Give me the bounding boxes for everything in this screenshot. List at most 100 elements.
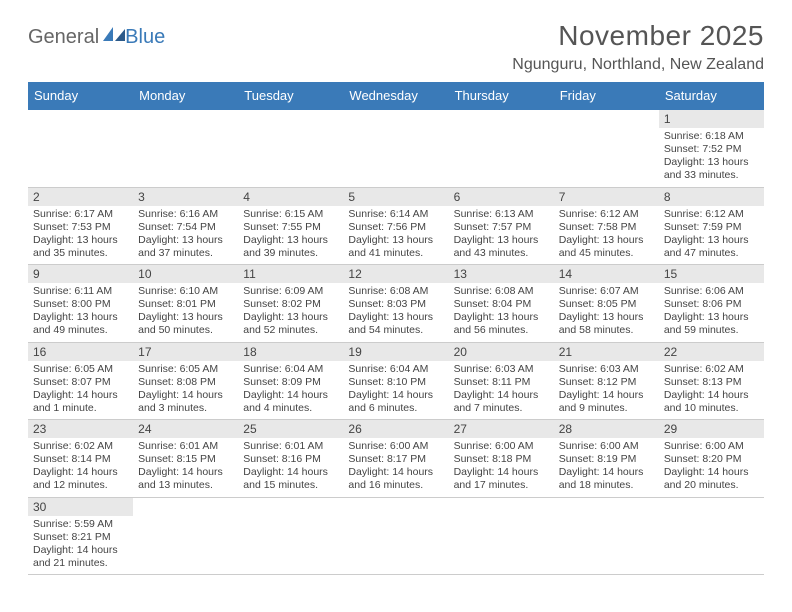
week-row: 23Sunrise: 6:02 AMSunset: 8:14 PMDayligh… bbox=[28, 420, 764, 498]
day-cell: 21Sunrise: 6:03 AMSunset: 8:12 PMDayligh… bbox=[554, 342, 659, 420]
day-header: Sunday bbox=[28, 82, 133, 110]
daylight-text: Daylight: 14 hours and 12 minutes. bbox=[33, 466, 128, 492]
sunset-text: Sunset: 8:16 PM bbox=[243, 453, 338, 466]
sunrise-text: Sunrise: 6:00 AM bbox=[664, 440, 759, 453]
daylight-text: Daylight: 13 hours and 52 minutes. bbox=[243, 311, 338, 337]
daylight-text: Daylight: 14 hours and 4 minutes. bbox=[243, 389, 338, 415]
day-info: Sunrise: 6:05 AMSunset: 8:08 PMDaylight:… bbox=[133, 361, 238, 420]
daylight-text: Daylight: 14 hours and 6 minutes. bbox=[348, 389, 443, 415]
sunset-text: Sunset: 8:13 PM bbox=[664, 376, 759, 389]
day-info: Sunrise: 6:05 AMSunset: 8:07 PMDaylight:… bbox=[28, 361, 133, 420]
day-cell: 24Sunrise: 6:01 AMSunset: 8:15 PMDayligh… bbox=[133, 420, 238, 498]
day-cell: 10Sunrise: 6:10 AMSunset: 8:01 PMDayligh… bbox=[133, 265, 238, 343]
sunset-text: Sunset: 8:00 PM bbox=[33, 298, 128, 311]
day-header-row: Sunday Monday Tuesday Wednesday Thursday… bbox=[28, 82, 764, 110]
day-number: 25 bbox=[238, 420, 343, 438]
day-number: 4 bbox=[238, 188, 343, 206]
day-cell: 27Sunrise: 6:00 AMSunset: 8:18 PMDayligh… bbox=[449, 420, 554, 498]
day-cell bbox=[449, 497, 554, 575]
calendar-table: Sunday Monday Tuesday Wednesday Thursday… bbox=[28, 82, 764, 575]
sunset-text: Sunset: 7:59 PM bbox=[664, 221, 759, 234]
day-info: Sunrise: 6:04 AMSunset: 8:09 PMDaylight:… bbox=[238, 361, 343, 420]
sunset-text: Sunset: 8:21 PM bbox=[33, 531, 128, 544]
daylight-text: Daylight: 14 hours and 1 minute. bbox=[33, 389, 128, 415]
day-number: 9 bbox=[28, 265, 133, 283]
day-cell: 12Sunrise: 6:08 AMSunset: 8:03 PMDayligh… bbox=[343, 265, 448, 343]
day-number: 2 bbox=[28, 188, 133, 206]
day-number: 26 bbox=[343, 420, 448, 438]
day-number: 22 bbox=[659, 343, 764, 361]
sunset-text: Sunset: 8:18 PM bbox=[454, 453, 549, 466]
day-info: Sunrise: 6:13 AMSunset: 7:57 PMDaylight:… bbox=[449, 206, 554, 265]
sail-icon bbox=[103, 27, 125, 41]
header: General Blue November 2025 Ngunguru, Nor… bbox=[28, 20, 764, 74]
sunrise-text: Sunrise: 5:59 AM bbox=[33, 518, 128, 531]
title-block: November 2025 Ngunguru, Northland, New Z… bbox=[512, 20, 764, 74]
daylight-text: Daylight: 13 hours and 59 minutes. bbox=[664, 311, 759, 337]
sunrise-text: Sunrise: 6:07 AM bbox=[559, 285, 654, 298]
day-info: Sunrise: 6:18 AMSunset: 7:52 PMDaylight:… bbox=[659, 128, 764, 187]
day-info: Sunrise: 6:12 AMSunset: 7:59 PMDaylight:… bbox=[659, 206, 764, 265]
day-info: Sunrise: 5:59 AMSunset: 8:21 PMDaylight:… bbox=[28, 516, 133, 575]
sunrise-text: Sunrise: 6:04 AM bbox=[243, 363, 338, 376]
day-number: 19 bbox=[343, 343, 448, 361]
day-number: 11 bbox=[238, 265, 343, 283]
day-number: 18 bbox=[238, 343, 343, 361]
daylight-text: Daylight: 13 hours and 56 minutes. bbox=[454, 311, 549, 337]
sunrise-text: Sunrise: 6:03 AM bbox=[559, 363, 654, 376]
day-number: 23 bbox=[28, 420, 133, 438]
week-row: 1Sunrise: 6:18 AMSunset: 7:52 PMDaylight… bbox=[28, 110, 764, 188]
sunset-text: Sunset: 8:02 PM bbox=[243, 298, 338, 311]
daylight-text: Daylight: 14 hours and 13 minutes. bbox=[138, 466, 233, 492]
day-cell: 18Sunrise: 6:04 AMSunset: 8:09 PMDayligh… bbox=[238, 342, 343, 420]
day-info: Sunrise: 6:00 AMSunset: 8:19 PMDaylight:… bbox=[554, 438, 659, 497]
day-cell: 23 Sunrise: 6:02 AMSunset: 8:14 PMDayligh… bbox=[28, 420, 133, 498]
sunset-text: Sunset: 8:14 PM bbox=[33, 453, 128, 466]
day-number: 12 bbox=[343, 265, 448, 283]
sunset-text: Sunset: 8:07 PM bbox=[33, 376, 128, 389]
sunrise-text: Sunrise: 6:18 AM bbox=[664, 130, 759, 143]
day-number: 6 bbox=[449, 188, 554, 206]
day-cell: 16Sunrise: 6:05 AMSunset: 8:07 PMDayligh… bbox=[28, 342, 133, 420]
sunrise-text: Sunrise: 6:00 AM bbox=[454, 440, 549, 453]
sunrise-text: Sunrise: 6:11 AM bbox=[33, 285, 128, 298]
day-cell: 2Sunrise: 6:17 AMSunset: 7:53 PMDaylight… bbox=[28, 187, 133, 265]
daylight-text: Daylight: 13 hours and 58 minutes. bbox=[559, 311, 654, 337]
daylight-text: Daylight: 13 hours and 41 minutes. bbox=[348, 234, 443, 260]
day-number: 3 bbox=[133, 188, 238, 206]
day-cell: 30Sunrise: 5:59 AMSunset: 8:21 PMDayligh… bbox=[28, 497, 133, 575]
week-row: 16Sunrise: 6:05 AMSunset: 8:07 PMDayligh… bbox=[28, 342, 764, 420]
daylight-text: Daylight: 13 hours and 54 minutes. bbox=[348, 311, 443, 337]
sunrise-text: Sunrise: 6:01 AM bbox=[138, 440, 233, 453]
day-cell bbox=[238, 110, 343, 188]
sunrise-text: Sunrise: 6:02 AM bbox=[33, 440, 128, 453]
day-number: 14 bbox=[554, 265, 659, 283]
sunset-text: Sunset: 8:19 PM bbox=[559, 453, 654, 466]
day-cell: 22Sunrise: 6:02 AMSunset: 8:13 PMDayligh… bbox=[659, 342, 764, 420]
daylight-text: Daylight: 14 hours and 10 minutes. bbox=[664, 389, 759, 415]
day-info: Sunrise: 6:03 AMSunset: 8:11 PMDaylight:… bbox=[449, 361, 554, 420]
day-header: Tuesday bbox=[238, 82, 343, 110]
day-cell bbox=[343, 497, 448, 575]
day-cell bbox=[449, 110, 554, 188]
sunset-text: Sunset: 7:54 PM bbox=[138, 221, 233, 234]
day-header: Thursday bbox=[449, 82, 554, 110]
sunrise-text: Sunrise: 6:17 AM bbox=[33, 208, 128, 221]
day-info: Sunrise: 6:07 AMSunset: 8:05 PMDaylight:… bbox=[554, 283, 659, 342]
sunrise-text: Sunrise: 6:09 AM bbox=[243, 285, 338, 298]
day-number: 16 bbox=[28, 343, 133, 361]
day-info: Sunrise: 6:00 AMSunset: 8:20 PMDaylight:… bbox=[659, 438, 764, 497]
day-cell: 28Sunrise: 6:00 AMSunset: 8:19 PMDayligh… bbox=[554, 420, 659, 498]
daylight-text: Daylight: 13 hours and 37 minutes. bbox=[138, 234, 233, 260]
daylight-text: Daylight: 14 hours and 16 minutes. bbox=[348, 466, 443, 492]
day-header: Monday bbox=[133, 82, 238, 110]
sunset-text: Sunset: 7:56 PM bbox=[348, 221, 443, 234]
day-info: Sunrise: 6:10 AMSunset: 8:01 PMDaylight:… bbox=[133, 283, 238, 342]
day-cell: 6Sunrise: 6:13 AMSunset: 7:57 PMDaylight… bbox=[449, 187, 554, 265]
day-number: 21 bbox=[554, 343, 659, 361]
sunset-text: Sunset: 8:09 PM bbox=[243, 376, 338, 389]
day-header: Friday bbox=[554, 82, 659, 110]
sunrise-text: Sunrise: 6:12 AM bbox=[664, 208, 759, 221]
day-cell: 29Sunrise: 6:00 AMSunset: 8:20 PMDayligh… bbox=[659, 420, 764, 498]
day-number: 20 bbox=[449, 343, 554, 361]
